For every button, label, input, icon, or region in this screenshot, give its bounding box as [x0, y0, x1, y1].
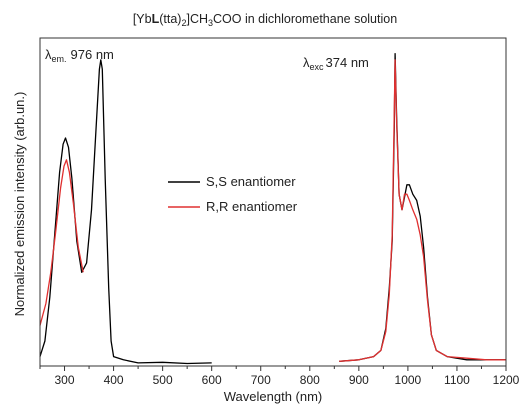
x-tick-label: 1100 [444, 373, 470, 387]
title-part-a: [Yb [133, 12, 152, 26]
exc-annotation: λexc 374 nm [303, 55, 369, 72]
title-part-d: 2 [181, 18, 186, 28]
exc-value: 374 nm [326, 55, 369, 70]
x-tick-label: 700 [251, 373, 271, 387]
x-axis: 300 400 500 600 700 800 900 1000 1100 1200 [39, 366, 520, 387]
series-1-segment-0 [39, 159, 84, 326]
legend-label-rr: R,R enantiomer [206, 199, 298, 214]
exc-sub: exc [310, 62, 325, 72]
x-tick-label: 900 [349, 373, 369, 387]
title-part-f: 3 [208, 18, 213, 28]
title-part-g: COO in dichloromethane solution [213, 12, 397, 26]
x-tick-label: 300 [55, 373, 75, 387]
plot-frame [39, 37, 507, 367]
legend: S,S enantiomer R,R enantiomer [168, 174, 298, 214]
legend-label-ss: S,S enantiomer [206, 174, 296, 189]
series-0-segment-1 [339, 52, 506, 362]
x-tick-label: 1000 [395, 373, 422, 387]
em-annotation: λem. 976 nm [45, 47, 114, 64]
title-part-e: ]CH [186, 12, 208, 26]
x-tick-label: 800 [300, 373, 320, 387]
series-1-segment-1 [339, 59, 506, 362]
title-part-b: L [152, 12, 160, 26]
x-tick-label: 1200 [493, 373, 520, 387]
chart-title: [YbL(tta)2]CH3COO in dichloromethane sol… [133, 12, 397, 28]
x-tick-label: 600 [202, 373, 222, 387]
em-value: 976 nm [71, 47, 114, 62]
em-sub: em. [52, 54, 67, 64]
x-tick-label: 400 [104, 373, 124, 387]
x-axis-title: Wavelength (nm) [224, 389, 323, 404]
title-part-c: (tta) [159, 12, 181, 26]
series-0-segment-0 [39, 59, 212, 365]
plot-lines [39, 52, 506, 365]
x-tick-label: 500 [153, 373, 173, 387]
em-lambda: λ [45, 47, 52, 62]
exc-lambda: λ [303, 55, 310, 70]
y-axis-title: Normalized emission intensity (arb.un.) [12, 92, 27, 317]
